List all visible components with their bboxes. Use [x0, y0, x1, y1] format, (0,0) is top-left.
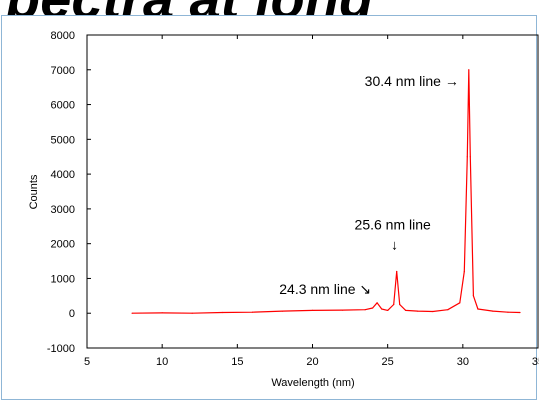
- series-group: [131, 69, 521, 314]
- y-tick-label: 5000: [51, 134, 75, 146]
- x-tick-label: 35: [532, 356, 539, 368]
- data-point: [364, 309, 366, 311]
- annotation-25-6-arrow: ↓: [391, 236, 398, 252]
- data-point: [131, 312, 133, 314]
- data-point: [519, 311, 521, 314]
- x-tick-label: 25: [382, 356, 394, 368]
- y-axis: -1000 0 1000 2000 3000 4000 5000 6000 7000 8000: [47, 30, 91, 355]
- y-tick-label: 8000: [51, 30, 75, 42]
- data-point: [381, 308, 383, 310]
- data-point: [507, 311, 509, 313]
- data-point: [311, 309, 314, 311]
- data-point: [221, 311, 223, 314]
- annotation-30-4-nm: 30.4 nm line →: [365, 73, 459, 89]
- data-point: [387, 309, 389, 311]
- y-tick-label: 7000: [51, 65, 75, 77]
- data-point: [466, 156, 468, 158]
- y-tick-label: 3000: [51, 204, 75, 216]
- y-tick-label: -1000: [47, 343, 75, 355]
- data-point: [281, 310, 283, 312]
- data-point: [472, 295, 474, 297]
- x-tick-label: 20: [306, 356, 318, 368]
- data-point: [477, 308, 479, 310]
- y-tick-label: 6000: [51, 100, 75, 112]
- data-point: [463, 270, 465, 273]
- y-tick-label: 4000: [51, 169, 75, 181]
- data-point: [393, 303, 395, 306]
- data-point: [405, 309, 407, 311]
- x-axis: 5 10 15 20 25 30 35: [84, 35, 539, 368]
- data-point: [191, 312, 193, 314]
- spectrum-line: [132, 69, 521, 314]
- data-point: [459, 302, 461, 304]
- x-tick-label: 30: [457, 356, 469, 368]
- data-point: [396, 270, 398, 273]
- data-point: [492, 310, 494, 312]
- annotation-25-6-nm: 25.6 nm line: [355, 216, 431, 232]
- data-point: [376, 302, 378, 304]
- y-tick-label: 0: [69, 308, 75, 320]
- x-tick-label: 5: [84, 356, 90, 368]
- x-tick-label: 10: [156, 356, 168, 368]
- data-point: [372, 307, 374, 309]
- data-point: [251, 311, 253, 313]
- x-tick-label: 15: [231, 356, 243, 368]
- annotation-24-3-nm: 24.3 nm line ↘: [279, 281, 371, 297]
- plot-area: [86, 34, 539, 349]
- data-point: [432, 310, 434, 313]
- data-point: [469, 156, 471, 158]
- y-axis-title: Counts: [28, 174, 40, 209]
- figure-frame: [1, 15, 537, 400]
- data-point: [447, 309, 449, 311]
- data-point: [342, 309, 344, 311]
- data-point: [417, 310, 419, 312]
- data-point: [468, 69, 470, 71]
- y-tick-label: 2000: [51, 239, 75, 251]
- data-point: [399, 303, 401, 306]
- x-axis-title: Wavelength (nm): [271, 377, 354, 389]
- y-tick-label: 1000: [51, 273, 75, 285]
- data-point: [161, 312, 163, 314]
- annotations: 30.4 nm line → 25.6 nm line ↓ 24.3 nm line …: [279, 73, 459, 297]
